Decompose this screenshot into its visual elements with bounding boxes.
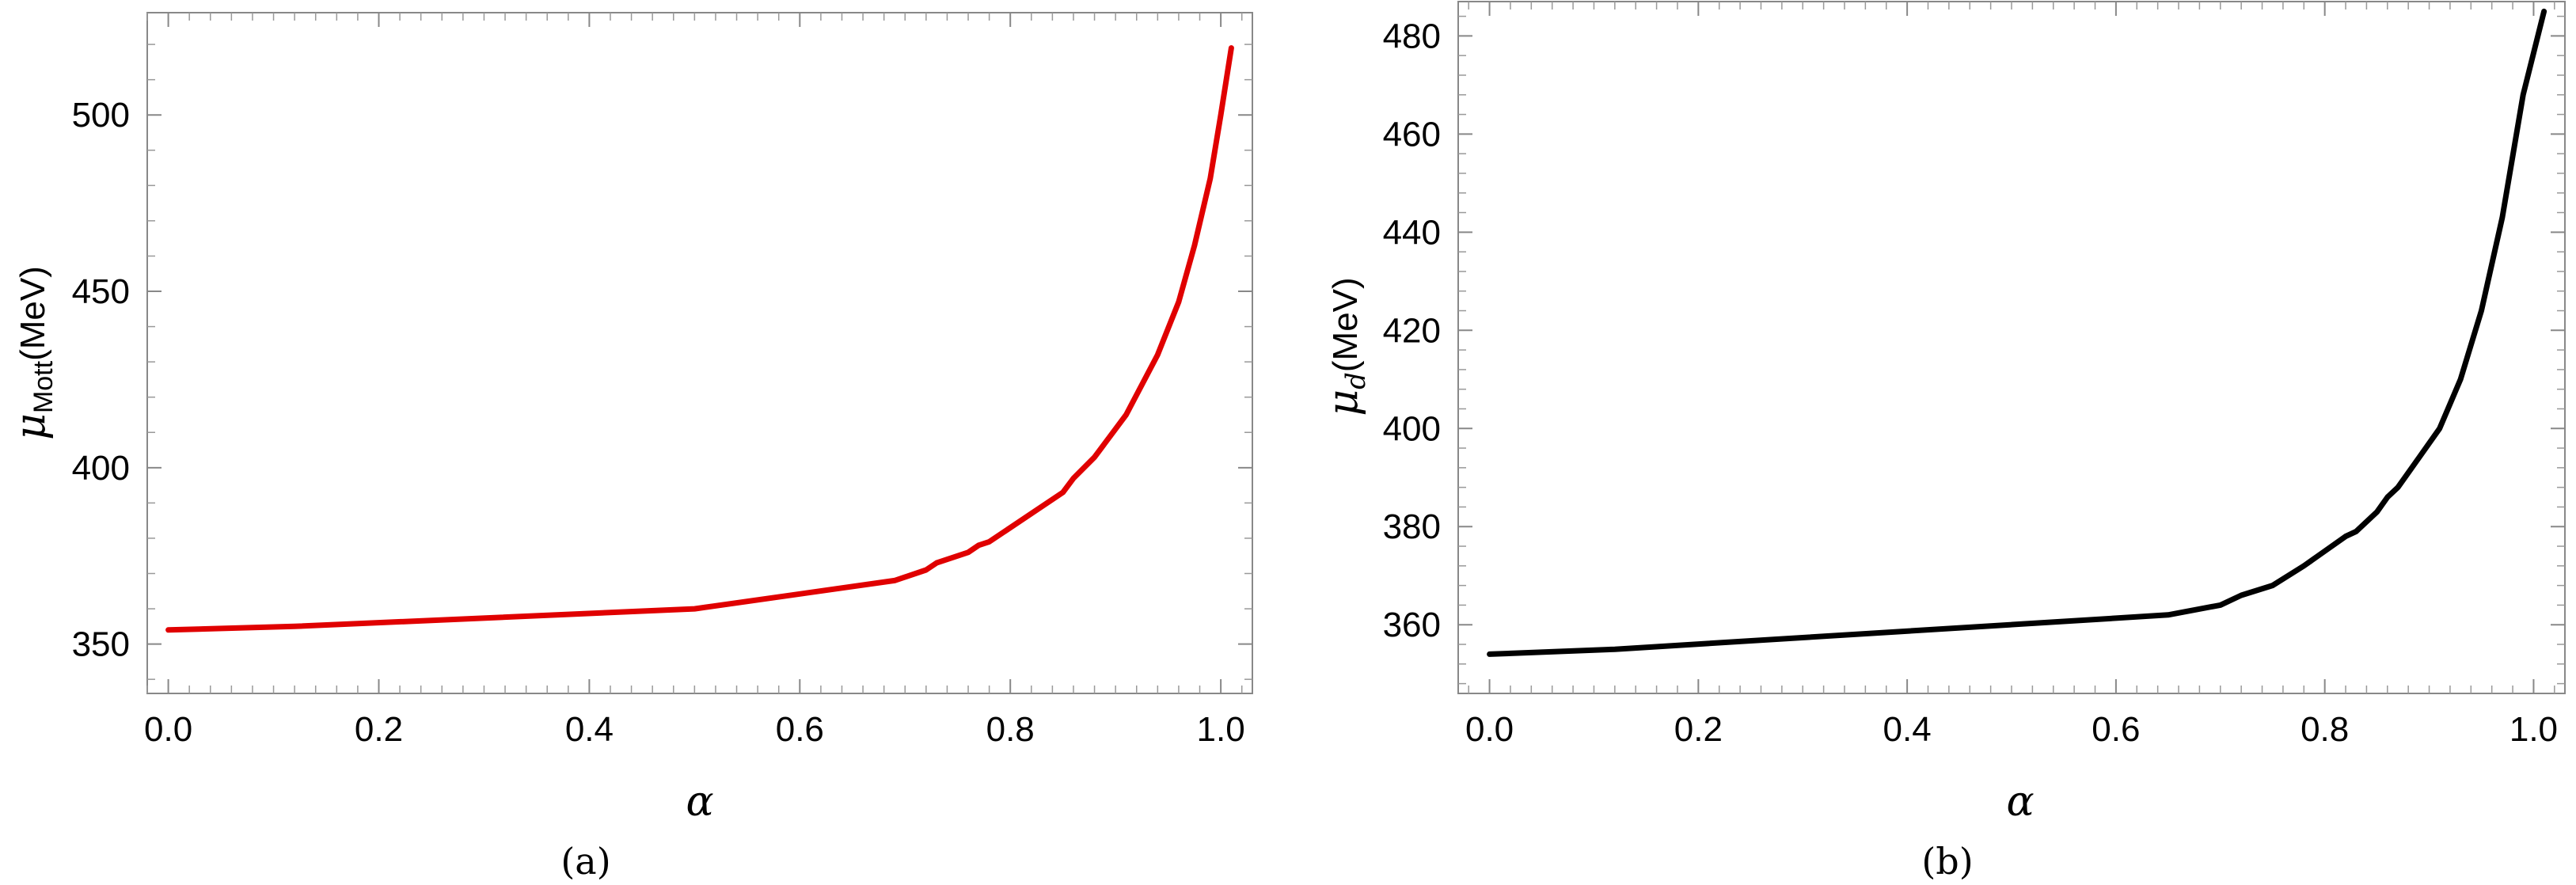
chart-panel-a: 350 400 450 500 0.0 0.2 0.4 0.6 0.8 1.0 α μMott(…	[7, 12, 1253, 883]
plot-frame	[146, 12, 1253, 694]
x-tick-label: 0.0	[144, 710, 192, 749]
x-tick-label: 0.0	[1465, 710, 1514, 749]
x-tick-label: 0.4	[1883, 710, 1932, 749]
plot-frame	[1457, 1, 2566, 694]
y-tick-label: 450	[72, 272, 130, 311]
y-tick-label: 360	[1383, 606, 1441, 644]
x-tick-label: 0.8	[2301, 710, 2349, 749]
y-axis-title: μMott(MeV)	[7, 266, 59, 440]
x-axis-ticks: 0.0 0.2 0.4 0.6 0.8 1.0	[1465, 2, 2558, 749]
x-axis-ticks: 0.0 0.2 0.4 0.6 0.8 1.0	[144, 13, 1245, 749]
series-lines	[165, 45, 1234, 633]
y-tick-label: 380	[1383, 507, 1441, 546]
y-axis-title: μd(MeV)	[1320, 277, 1372, 416]
x-tick-label: 1.0	[2510, 710, 2558, 749]
x-tick-label: 0.6	[2092, 710, 2140, 749]
x-axis-title: α	[686, 778, 713, 826]
x-tick-label: 0.8	[986, 710, 1035, 749]
series-line	[165, 45, 1234, 633]
y-tick-label: 440	[1383, 213, 1441, 252]
x-tick-label: 0.2	[1674, 710, 1723, 749]
y-axis-ticks: 360 380 400 420 440 460 480	[1383, 15, 2565, 685]
y-tick-label: 480	[1383, 17, 1441, 55]
y-tick-label: 460	[1383, 115, 1441, 154]
x-axis-title: α	[2006, 778, 2034, 826]
x-tick-label: 0.6	[776, 710, 824, 749]
panel-caption: (b)	[1921, 840, 1973, 883]
chart-panel-b: 360 380 400 420 440 460 480 0.0 0.2 0.4 0.6 0.8 1.0…	[1320, 1, 2566, 883]
y-tick-label: 350	[72, 625, 130, 664]
x-tick-label: 0.2	[355, 710, 403, 749]
y-tick-label: 420	[1383, 311, 1441, 350]
x-tick-label: 1.0	[1197, 710, 1245, 749]
y-tick-label: 400	[72, 449, 130, 488]
x-tick-label: 0.4	[565, 710, 614, 749]
y-axis-ticks: 350 400 450 500	[72, 44, 1252, 680]
panel-caption: (a)	[560, 840, 610, 883]
y-tick-label: 500	[72, 96, 130, 135]
series-line	[1487, 8, 2548, 657]
series-lines	[1487, 8, 2548, 657]
y-tick-label: 400	[1383, 409, 1441, 448]
